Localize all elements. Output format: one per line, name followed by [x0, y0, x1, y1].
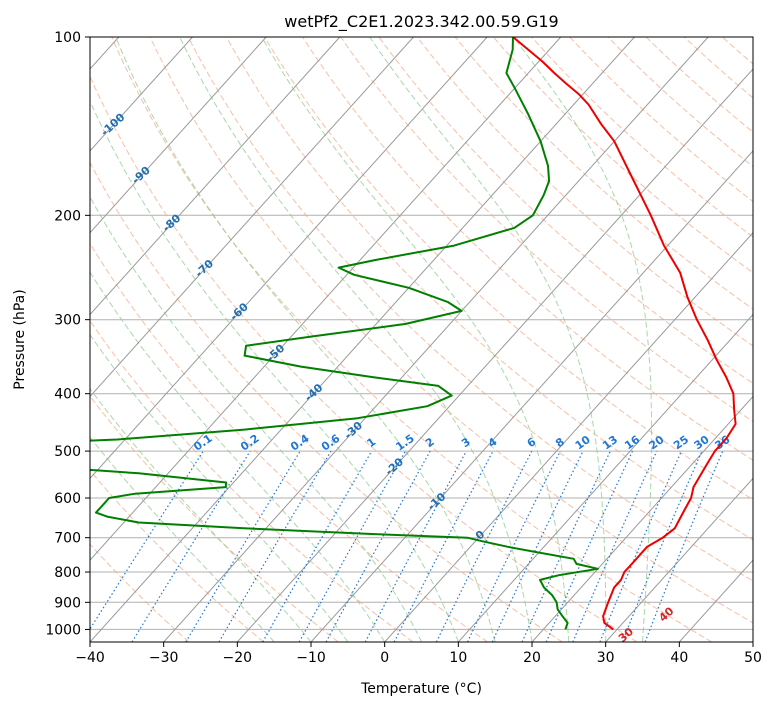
x-tick-label: 40 [670, 650, 688, 666]
chart-title: wetPf2_C2E1.2023.342.00.59.G19 [284, 12, 558, 32]
dry-adiabat [111, 37, 712, 642]
dry-adiabat [607, 37, 753, 168]
x-tick-label: −20 [223, 650, 253, 666]
x-axis-label: Temperature (°C) [360, 681, 482, 697]
x-tick-label: 0 [380, 650, 389, 666]
isotherm [605, 477, 753, 642]
y-tick-label: 400 [54, 387, 81, 403]
isotherm [310, 150, 753, 642]
mixing-ratio-line [572, 450, 658, 642]
y-tick-label: 800 [54, 565, 81, 581]
y-tick-label: 200 [54, 208, 81, 224]
profiles [90, 37, 737, 631]
dry-adiabat [264, 37, 753, 501]
dry-adiabat [531, 37, 753, 238]
x-tick-label: −10 [296, 650, 326, 666]
x-tick-label: −40 [75, 650, 105, 666]
mixing-ratio-line [325, 450, 431, 642]
dry-adiabat [416, 37, 753, 347]
dry-adiabat [493, 37, 753, 274]
temperature-line [512, 37, 737, 631]
isotherms [90, 37, 753, 642]
y-tick-label: 600 [54, 491, 81, 507]
mixing-ratio-line [644, 450, 724, 642]
dry-adiabat [569, 37, 753, 203]
isotherm [90, 37, 193, 152]
y-tick-label: 300 [54, 313, 81, 329]
moist-adiabat [261, 37, 570, 642]
mixing-ratio-line [364, 450, 467, 642]
isotherm [236, 68, 753, 642]
dry-adiabat [187, 37, 753, 582]
moist-adiabat [179, 37, 533, 642]
dry-adiabat [340, 37, 753, 423]
x-axis-ticks: −40 −30 −20 −10 0 10 20 30 40 50 [75, 642, 762, 666]
y-tick-label: 1000 [45, 622, 81, 638]
dry-adiabat [90, 469, 264, 642]
moist-adiabat [90, 271, 386, 642]
isotherm [163, 37, 709, 642]
x-tick-label: 10 [449, 650, 467, 666]
dry-adiabat [90, 161, 563, 642]
isotherm [90, 37, 414, 398]
isotherm [384, 232, 753, 642]
dewpoint-line [90, 37, 599, 630]
plot-background [90, 37, 753, 642]
isotherm [90, 37, 341, 316]
y-tick-label: 500 [54, 444, 81, 460]
mixing-ratio-line [131, 450, 251, 642]
mixing-ratio-line [90, 450, 204, 631]
moist-adiabat [513, 37, 653, 642]
y-axis-ticks: 100 200 300 400 500 600 700 800 900 1000 [45, 30, 90, 638]
y-tick-label: 900 [54, 595, 81, 611]
dry-adiabat [149, 37, 753, 624]
moist-adiabat [90, 436, 275, 642]
x-tick-label: 50 [744, 650, 762, 666]
y-tick-label: 100 [54, 30, 81, 46]
dry-adiabat [225, 37, 753, 541]
moist-adiabat [369, 37, 607, 642]
moist-adiabat [90, 99, 459, 642]
isotherm [90, 37, 488, 480]
mixing-ratio-line [435, 450, 533, 642]
x-tick-label: −30 [149, 650, 179, 666]
dry-adiabat [454, 37, 753, 310]
isotherm [90, 37, 267, 234]
dry-adiabat [378, 37, 753, 384]
dry-adiabat [90, 75, 638, 642]
moist-adiabats [90, 37, 653, 642]
dry-adiabat [90, 320, 414, 642]
y-tick-label: 700 [54, 531, 81, 547]
x-tick-label: 20 [523, 650, 541, 666]
mixing-ratio-line [621, 450, 703, 642]
mixing-ratio-line [298, 450, 406, 642]
x-tick-label: 30 [597, 650, 615, 666]
dry-adiabat [90, 242, 488, 642]
isotherm [531, 395, 753, 642]
moist-adiabat [115, 37, 496, 642]
y-axis-label: Pressure (hPa) [12, 289, 28, 389]
isotherm [457, 313, 753, 642]
isotherm [90, 37, 635, 642]
plot-frame [89, 36, 754, 643]
moist-adiabat [90, 196, 422, 642]
